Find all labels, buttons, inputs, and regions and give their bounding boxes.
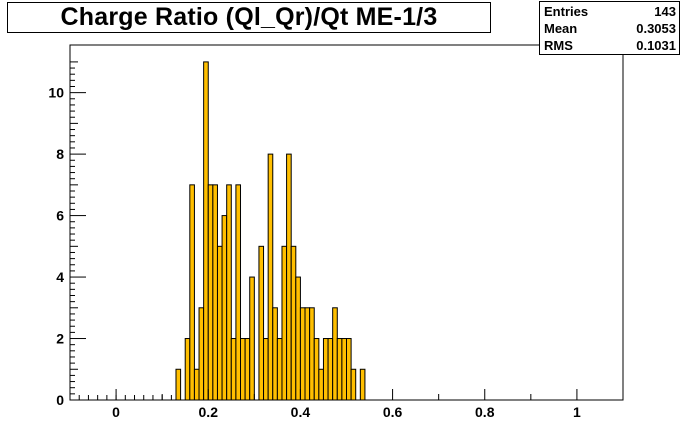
histogram-bar	[290, 245, 297, 401]
stats-row-rms: RMS 0.1031	[544, 37, 676, 54]
histogram-bar	[244, 338, 251, 401]
histogram-bar	[263, 338, 269, 401]
y-tick-label: 8	[56, 146, 64, 162]
histogram-bar	[175, 368, 182, 401]
histogram-bar	[281, 245, 288, 401]
chart-title: Charge Ratio (Ql_Qr)/Qt ME-1/3	[60, 3, 438, 31]
entries-label: Entries	[544, 4, 589, 19]
histogram-bar	[295, 276, 301, 401]
histogram-bar	[249, 276, 255, 401]
rms-label: RMS	[544, 38, 573, 53]
histogram-bar	[322, 338, 329, 401]
histogram-bar	[235, 184, 242, 401]
mean-label: Mean	[544, 21, 578, 36]
histogram-bar	[359, 368, 366, 401]
histogram-bar	[267, 153, 274, 401]
histogram-bar	[226, 184, 232, 401]
histogram-bar	[189, 184, 195, 401]
y-axis: 0 2 4 6 8 10	[48, 61, 86, 408]
histogram-bar	[336, 338, 343, 401]
chart-title-box: Charge Ratio (Ql_Qr)/Qt ME-1/3	[7, 2, 491, 33]
histogram-bar	[276, 338, 283, 401]
histogram-bar	[327, 338, 334, 401]
y-tick-label: 2	[56, 331, 64, 347]
y-tick-label: 10	[48, 85, 64, 101]
histogram-bar	[203, 61, 209, 401]
histogram-bar	[346, 338, 352, 401]
histogram-bar	[184, 338, 191, 401]
stats-box: Entries 143 Mean 0.3053 RMS 0.1031	[539, 1, 680, 55]
histogram-bar	[216, 245, 223, 401]
histogram-bar	[193, 368, 200, 401]
y-tick-label: 6	[56, 208, 64, 224]
histogram-bar	[332, 307, 338, 401]
histogram-bar	[318, 368, 324, 401]
histogram-bar	[286, 153, 292, 401]
y-tick-label: 0	[56, 392, 64, 408]
x-tick-label: 0.8	[475, 404, 495, 420]
stats-row-mean: Mean 0.3053	[544, 20, 676, 37]
histogram-bar	[350, 368, 357, 401]
histogram-bar	[221, 215, 228, 401]
histogram-bar	[341, 338, 347, 401]
histogram-bar	[313, 338, 320, 401]
histogram-bar	[212, 184, 218, 401]
histogram-bars	[175, 61, 366, 401]
y-tick-label: 4	[56, 269, 64, 285]
x-tick-label: 1	[573, 404, 581, 420]
histogram-bar	[309, 307, 315, 401]
histogram-bar	[304, 307, 311, 401]
x-tick-label: 0.4	[291, 404, 311, 420]
mean-value: 0.3053	[636, 21, 676, 36]
histogram-bar	[207, 184, 214, 401]
x-tick-label: 0.6	[383, 404, 403, 420]
histogram-bar	[299, 307, 306, 401]
histogram-bar	[198, 307, 205, 401]
histogram-bar	[230, 338, 237, 401]
histogram-bar	[240, 338, 246, 401]
x-tick-label: 0.2	[199, 404, 219, 420]
x-axis: 0 0.2 0.4 0.6 0.8 1	[69, 389, 624, 420]
entries-value: 143	[654, 4, 676, 19]
histogram-bar	[272, 307, 278, 401]
histogram-bar	[258, 245, 265, 401]
stats-row-entries: Entries 143	[544, 3, 676, 20]
rms-value: 0.1031	[636, 38, 676, 53]
x-tick-label: 0	[112, 404, 120, 420]
